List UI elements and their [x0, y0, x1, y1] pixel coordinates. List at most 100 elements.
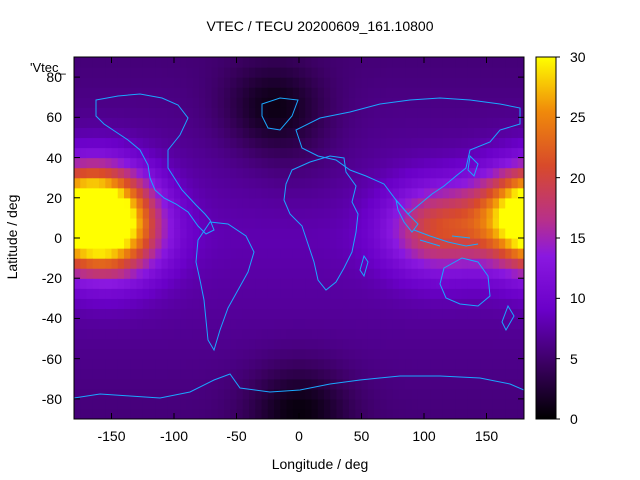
- heatmap-cell: [299, 268, 306, 279]
- heatmap-cell: [430, 268, 438, 279]
- heatmap-cell: [511, 187, 519, 199]
- heatmap-cell: [124, 77, 131, 88]
- heatmap-cell: [461, 157, 469, 169]
- heatmap-cell: [117, 288, 125, 299]
- heatmap-cell: [167, 137, 175, 149]
- heatmap-cell: [411, 87, 419, 98]
- heatmap-cell: [424, 328, 431, 340]
- heatmap-cell: [217, 167, 225, 179]
- heatmap-cell: [449, 378, 456, 390]
- heatmap-cell: [267, 308, 275, 320]
- heatmap-cell: [292, 137, 300, 149]
- heatmap-cell: [92, 358, 100, 370]
- heatmap-cell: [517, 167, 524, 179]
- heatmap-cell: [386, 378, 394, 390]
- heatmap-cell: [386, 117, 394, 128]
- heatmap-cell: [74, 77, 81, 88]
- heatmap-cell: [255, 157, 263, 169]
- heatmap-cell: [74, 137, 81, 149]
- coastline-australia: [439, 257, 491, 307]
- heatmap-cell: [224, 167, 231, 179]
- heatmap-cell: [249, 207, 256, 219]
- heatmap-cell: [130, 258, 138, 269]
- heatmap-cell: [155, 157, 163, 169]
- heatmap-cell: [517, 328, 524, 340]
- heatmap-cell: [92, 328, 100, 340]
- heatmap-cell: [155, 278, 163, 289]
- heatmap-cell: [286, 127, 294, 139]
- heatmap-cell: [399, 147, 406, 159]
- colorbar-tick-label: 25: [570, 109, 586, 126]
- heatmap-cell: [380, 107, 388, 118]
- heatmap-cell: [361, 207, 369, 219]
- heatmap-cell: [224, 117, 231, 128]
- heatmap-cell: [99, 107, 106, 118]
- heatmap-cell: [299, 67, 306, 78]
- heatmap-cell: [149, 288, 156, 299]
- heatmap-cell: [199, 57, 206, 68]
- heatmap-cell: [161, 368, 169, 380]
- heatmap-cell: [474, 167, 481, 179]
- heatmap-cell: [255, 258, 263, 269]
- heatmap-cell: [199, 87, 206, 98]
- heatmap-cell: [305, 137, 313, 149]
- heatmap-cell: [224, 348, 231, 360]
- heatmap-cell: [230, 67, 238, 78]
- heatmap-cell: [161, 298, 169, 309]
- heatmap-cell: [261, 248, 269, 259]
- heatmap-cell: [461, 358, 469, 370]
- heatmap-cell: [386, 368, 394, 380]
- heatmap-cell: [317, 268, 325, 279]
- heatmap-cell: [292, 238, 300, 249]
- heatmap-cell: [486, 388, 494, 400]
- heatmap-cell: [180, 368, 188, 380]
- heatmap-cell: [442, 308, 450, 320]
- heatmap-cell: [436, 328, 444, 340]
- heatmap-cell: [99, 358, 106, 370]
- heatmap-cell: [167, 107, 175, 118]
- heatmap-cell: [174, 227, 181, 239]
- heatmap-cell: [517, 127, 524, 139]
- heatmap-cell: [217, 207, 225, 219]
- heatmap-cell: [324, 368, 331, 380]
- heatmap-cell: [449, 167, 456, 179]
- heatmap-cell: [161, 388, 169, 400]
- heatmap-cell: [480, 278, 488, 289]
- heatmap-cell: [480, 177, 488, 189]
- heatmap-cell: [392, 328, 400, 340]
- heatmap-cell: [92, 408, 100, 419]
- heatmap-cell: [149, 308, 156, 320]
- heatmap-cell: [224, 258, 231, 269]
- heatmap-cell: [342, 268, 350, 279]
- coastline-north-america: [95, 93, 215, 235]
- heatmap-cell: [161, 348, 169, 360]
- heatmap-cell: [192, 268, 200, 279]
- heatmap-cell: [330, 127, 338, 139]
- heatmap-cell: [180, 147, 188, 159]
- heatmap-cell: [355, 67, 363, 78]
- heatmap-cell: [267, 258, 275, 269]
- heatmap-cell: [430, 278, 438, 289]
- heatmap-cell: [311, 77, 319, 88]
- heatmap-cell: [511, 177, 519, 189]
- heatmap-cell: [274, 318, 281, 330]
- heatmap-cell: [480, 238, 488, 249]
- heatmap-cell: [161, 358, 169, 370]
- heatmap-cell: [86, 77, 94, 88]
- heatmap-cell: [342, 197, 350, 209]
- heatmap-cell: [180, 197, 188, 209]
- heatmap-cell: [374, 97, 381, 108]
- heatmap-cell: [392, 207, 400, 219]
- heatmap-cell: [299, 298, 306, 309]
- heatmap-cell: [149, 97, 156, 108]
- heatmap-cell: [467, 127, 475, 139]
- heatmap-cell: [399, 328, 406, 340]
- heatmap-cell: [186, 398, 194, 410]
- heatmap-cell: [99, 268, 106, 279]
- heatmap-cell: [367, 97, 375, 108]
- heatmap-cell: [230, 187, 238, 199]
- heatmap-cell: [486, 248, 494, 259]
- heatmap-cell: [455, 408, 463, 419]
- heatmap-cell: [436, 147, 444, 159]
- heatmap-cell: [361, 107, 369, 118]
